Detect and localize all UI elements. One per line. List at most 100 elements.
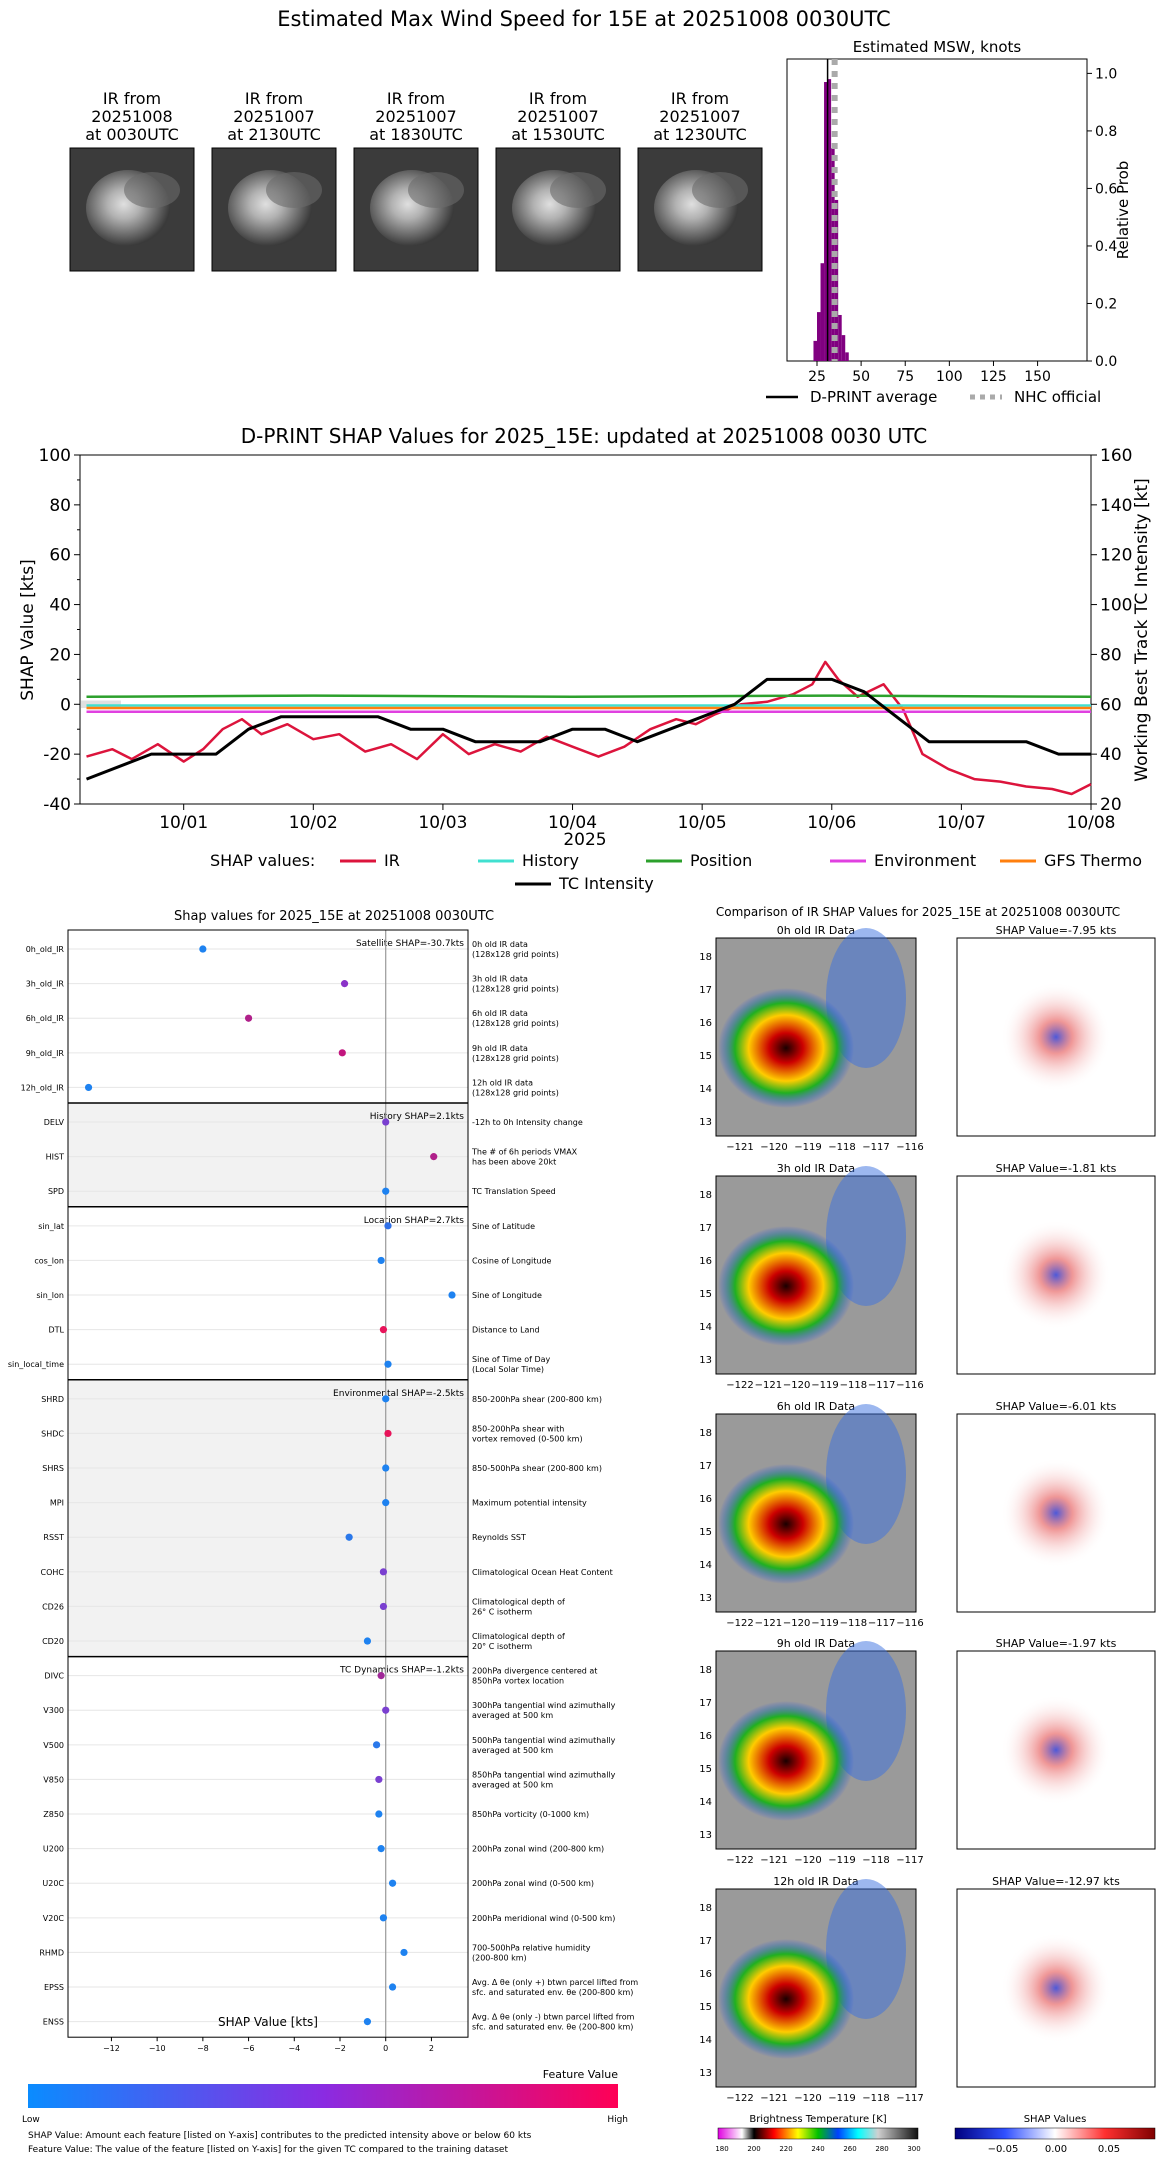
- feature-xtick-label: −8: [197, 2044, 209, 2053]
- msw-xtick-label: 75: [896, 369, 914, 385]
- ir-panel-lon-label: −119: [811, 1380, 838, 1391]
- ir-panel-title: 6h old IR Data: [777, 1400, 855, 1413]
- ir-panel-lat-label: 16: [699, 1256, 712, 1267]
- ir-panel-lat-label: 14: [699, 1560, 712, 1571]
- ts-xtick-label: 10/03: [418, 813, 467, 833]
- feature-name-label: V500: [43, 1741, 64, 1750]
- bt-colorbar-tick: 200: [747, 2145, 760, 2153]
- feature-name-label: DELV: [44, 1118, 65, 1127]
- feature-xtick-label: 2: [429, 2044, 434, 2053]
- ir-panel-lon-label: −120: [783, 1380, 810, 1391]
- shap-panel-heat: [1001, 1220, 1111, 1330]
- feature-description-line2: sfc. and saturated env. θe (200-800 km): [472, 1988, 633, 1997]
- feature-shap-point: [377, 1256, 385, 1265]
- feature-description-line1: Reynolds SST: [472, 1533, 526, 1542]
- ir-thumb-caption-line2: 20251007: [659, 107, 740, 126]
- feature-description-line2: (128x128 grid points): [472, 950, 559, 959]
- ir-panel-title: 12h old IR Data: [773, 1875, 858, 1888]
- ir-panel-lat-label: 13: [699, 1830, 712, 1841]
- feature-name-label: SHDC: [41, 1429, 64, 1438]
- feature-xtick-label: 0: [383, 2044, 388, 2053]
- feature-description-line2: (Local Solar Time): [472, 1365, 544, 1374]
- feature-colorbar: Feature Value Low High SHAP Value: Amoun…: [22, 2068, 628, 2155]
- feature-name-label: CD26: [42, 1602, 64, 1611]
- msw-ylabel: Relative Prob: [1114, 161, 1132, 260]
- ir-panel-lat-label: 15: [699, 2002, 712, 2013]
- ir-panel-lon-label: −116: [896, 1142, 923, 1153]
- feature-xlabel: SHAP Value [kts]: [218, 2015, 318, 2029]
- ir-panel-lon-label: −122: [726, 1380, 753, 1391]
- feature-name-label: SHRS: [42, 1464, 64, 1473]
- ts-ytick-label: 100: [39, 446, 71, 466]
- ts-y2tick-label: 40: [1100, 745, 1122, 765]
- msw-bar: [845, 352, 849, 361]
- ir-panel-lon-label: −121: [760, 1855, 787, 1866]
- msw-title: Estimated MSW, knots: [853, 38, 1022, 56]
- ir-thumb-caption-line1: IR from: [245, 89, 303, 108]
- feature-description-line1: Sine of Time of Day: [472, 1355, 551, 1364]
- ir-panel-lon-label: −118: [840, 1618, 867, 1629]
- msw-xtick-label: 100: [936, 369, 963, 385]
- feature-xtick-label: −4: [288, 2044, 300, 2053]
- feature-name-label: RSST: [43, 1533, 64, 1542]
- feature-shap-point: [375, 1775, 383, 1784]
- shap-timeseries-chart: D-PRINT SHAP Values for 2025_15E: update…: [18, 424, 1152, 850]
- feature-description-line1: 700-500hPa relative humidity: [472, 1943, 591, 1952]
- feature-colorbar-high: High: [607, 2115, 628, 2125]
- ir-panel-lon-label: −118: [862, 1855, 889, 1866]
- feature-name-label: 9h_old_IR: [26, 1049, 65, 1058]
- feature-shap-point: [377, 1845, 385, 1853]
- feature-group-band: [68, 1379, 468, 1657]
- ts-legend-label: Position: [690, 851, 752, 870]
- shap-panel-title: SHAP Value=-1.81 kts: [996, 1162, 1117, 1175]
- feature-description-line1: 850hPa tangential wind azimuthally: [472, 1770, 616, 1779]
- feature-name-label: DTL: [48, 1326, 64, 1335]
- msw-bar: [824, 82, 828, 361]
- bt-colorbar: Brightness Temperature [K] 180 200 220 240 2…: [715, 2114, 920, 2153]
- msw-xtick-label: 50: [852, 369, 870, 385]
- msw-ytick-label: 0.4: [1095, 239, 1117, 255]
- ir-panel-lat-label: 16: [699, 1018, 712, 1029]
- feature-group-band: [68, 1103, 468, 1207]
- ir-panel-lat-label: 17: [699, 1461, 712, 1472]
- feature-shap-point: [379, 1326, 388, 1334]
- feature-name-label: EPSS: [44, 1983, 64, 1992]
- ir-compare-title: Comparison of IR SHAP Values for 2025_15…: [716, 905, 1120, 919]
- feature-name-label: sin_lon: [36, 1291, 64, 1300]
- feature-description-line1: 200hPa zonal wind (0-500 km): [472, 1879, 594, 1888]
- ir-panel-lat-label: 16: [699, 1969, 712, 1980]
- msw-bar: [817, 312, 821, 361]
- ir-thumb-caption-line1: IR from: [103, 89, 161, 108]
- feature-shap-point: [382, 1464, 390, 1472]
- shap-colorbar-tick: −0.05: [988, 2144, 1019, 2155]
- ir-panel-lon-label: −116: [896, 1380, 923, 1391]
- ir-panel-lat-label: 15: [699, 1289, 712, 1300]
- shap-panel-heat: [1001, 1695, 1111, 1805]
- feature-shap-point: [84, 1083, 93, 1092]
- ir-thumb-cloud-band: [408, 172, 464, 208]
- feature-colorbar-title: Feature Value: [543, 2068, 619, 2081]
- legend-nhc-label: NHC official: [1014, 388, 1101, 406]
- shap-panel-title: SHAP Value=-6.01 kts: [996, 1400, 1117, 1413]
- ir-panel-lon-label: −121: [755, 1380, 782, 1391]
- feature-shap-point: [199, 945, 207, 953]
- feature-description-line1: 12h old IR data: [472, 1078, 533, 1087]
- ts-y2tick-label: 140: [1100, 496, 1132, 516]
- bt-colorbar-tick: 300: [907, 2145, 920, 2153]
- ts-xtick-label: 10/04: [548, 813, 597, 833]
- feature-description-line1: Avg. Δ θe (only -) btwn parcel lifted fr…: [472, 2013, 635, 2022]
- feature-shap-point: [363, 2018, 372, 2026]
- feature-shap-point: [382, 1187, 390, 1195]
- feature-name-label: sin_local_time: [8, 1360, 64, 1369]
- msw-ytick-label: 0.8: [1095, 124, 1117, 140]
- msw-ytick-label: 0.0: [1095, 354, 1117, 370]
- msw-histogram: Estimated MSW, knots 25 50 75 100 125 150 0.0 0…: [786, 38, 1132, 385]
- feature-description-line2: (128x128 grid points): [472, 1019, 559, 1028]
- feature-description-line2: (200-800 km): [472, 1953, 527, 1962]
- ir-panel-lat-label: 16: [699, 1731, 712, 1742]
- ir-panel-lat-label: 18: [699, 1903, 712, 1914]
- ir-panel-lon-label: −121: [755, 1618, 782, 1629]
- ir-panel-lon-label: −120: [794, 2093, 821, 2104]
- msw-ytick-label: 1.0: [1095, 66, 1117, 82]
